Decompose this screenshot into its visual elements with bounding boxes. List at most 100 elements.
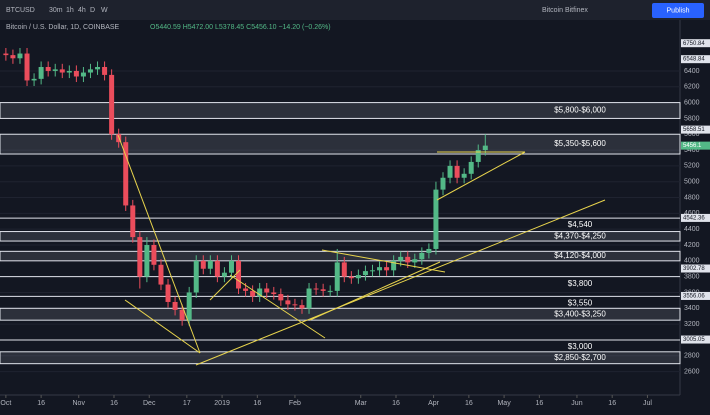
candle-body [102,66,108,75]
toolbar [0,0,710,20]
candle-body [207,260,213,269]
zone-label: $5,800-$6,000 [554,106,606,115]
candle-body [250,290,256,297]
candle-body [320,289,326,291]
price-label: 6750.84 [683,41,705,47]
y-tick-label: 5600 [684,131,700,138]
zone-label: $3,800 [568,279,593,288]
y-tick-label: 5400 [684,147,700,154]
zone [0,351,681,365]
candle-body [271,292,277,295]
y-tick-label: 3400 [684,305,700,312]
price-label: 3902.78 [683,266,705,272]
candle-body [461,173,467,178]
candle-body [151,245,157,265]
candle-body [193,260,199,293]
interval[interactable]: 30m [49,7,63,14]
zone [0,133,681,155]
x-tick-label: 16 [392,400,400,407]
y-tick-label: 3200 [684,321,700,328]
price-label-bg [681,291,710,300]
candle-body [292,304,298,306]
interval[interactable]: 4h [78,7,86,14]
price-label-bg [681,125,710,134]
zone-label: $4,540 [568,220,593,229]
candle-body [17,53,23,59]
candle-body [165,284,171,302]
candle-body [398,256,404,261]
y-tick-label: 4200 [684,242,700,249]
x-tick-label: 17 [183,400,191,407]
publish-label[interactable]: Publish [667,7,690,14]
zone-label: $3,000 [568,342,593,351]
y-tick-label: 2800 [684,353,700,360]
candle-body [377,267,383,271]
y-tick-label: 5000 [684,179,700,186]
candle-body [369,270,375,272]
last-price-bg [681,141,710,150]
candle-body [158,264,164,285]
y-tick-label: 6000 [684,99,700,106]
x-tick-label: May [497,400,511,407]
candle-body [130,205,136,238]
candle-body [426,248,432,253]
candle-body [285,300,291,305]
price-label-bg [681,264,710,273]
candle-body [236,260,242,289]
zone-label: $2,850-$2,700 [554,353,606,362]
x-tick-label: Apr [428,400,440,407]
y-tick-label: 5200 [684,163,700,170]
interval[interactable]: W [101,7,108,14]
candle-body [95,66,101,70]
zone-label: $3,400-$3,250 [554,309,606,318]
candle-body [80,72,86,77]
price-label: 4542.36 [683,215,705,221]
candle-body [73,70,79,77]
price-label: 3556.06 [683,294,705,300]
zone-label: $4,370-$4,250 [554,231,606,240]
x-tick-label: 16 [37,400,45,407]
y-tick-label: 4800 [684,194,700,201]
candle-body [186,292,192,321]
y-tick-label: 5800 [684,115,700,122]
candle-body [243,288,249,291]
candle-body [144,245,150,277]
x-tick-label: Feb [289,400,301,407]
candle-body [137,237,143,277]
x-tick-label: Mar [355,400,368,407]
x-tick-label: 16 [253,400,261,407]
candle-body [45,66,51,71]
candle-body [3,53,9,56]
candle-body [334,262,340,291]
candle-body [221,272,227,277]
candle-body [278,294,284,301]
candle-body [123,142,129,206]
candle-body [257,288,263,297]
candle-body [52,69,58,71]
symbol[interactable]: BTCUSD [6,7,35,14]
candle-body [440,177,446,190]
zone-label: $4,120-$4,000 [554,251,606,260]
zone-label: $5,350-$5,600 [554,139,606,148]
price-label: 5658.51 [683,127,705,133]
candle-body [87,69,93,73]
y-tick-label: 6400 [684,68,700,75]
candle-body [299,305,305,309]
price-label: 3005.05 [683,337,705,343]
candle-body [313,288,319,290]
interval[interactable]: D [90,7,95,14]
candle-body [10,55,16,59]
interval[interactable]: 1h [66,7,74,14]
price-label-bg [681,55,710,64]
x-tick-label: Dec [143,400,156,407]
account[interactable]: Bitcoin Bitfinex [542,7,588,14]
candle-body [482,145,488,151]
publish-button[interactable] [652,3,704,18]
candle-body [475,150,481,162]
candle-body [447,165,453,178]
zone [0,102,681,119]
ohlc: O5440.59 H5472.00 L5378.45 C5456.10 −14.… [150,24,331,31]
zone [0,231,681,242]
y-tick-label: 2600 [684,368,700,375]
